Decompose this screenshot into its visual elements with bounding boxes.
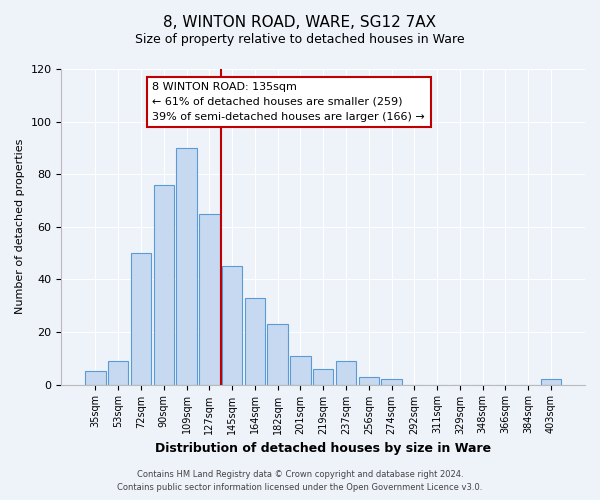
Bar [245,298,265,384]
Bar [381,380,402,384]
Bar [176,148,197,384]
Bar [154,184,174,384]
Bar [336,361,356,384]
Text: Size of property relative to detached houses in Ware: Size of property relative to detached ho… [135,32,465,46]
Bar [359,376,379,384]
Bar [313,369,334,384]
X-axis label: Distribution of detached houses by size in Ware: Distribution of detached houses by size … [155,442,491,455]
Bar [290,356,311,384]
Text: 8 WINTON ROAD: 135sqm
← 61% of detached houses are smaller (259)
39% of semi-det: 8 WINTON ROAD: 135sqm ← 61% of detached … [152,82,425,122]
Bar [199,214,220,384]
Text: 8, WINTON ROAD, WARE, SG12 7AX: 8, WINTON ROAD, WARE, SG12 7AX [163,15,437,30]
Bar [131,253,151,384]
Text: Contains HM Land Registry data © Crown copyright and database right 2024.
Contai: Contains HM Land Registry data © Crown c… [118,470,482,492]
Bar [85,372,106,384]
Bar [541,380,561,384]
Bar [222,266,242,384]
Y-axis label: Number of detached properties: Number of detached properties [15,139,25,314]
Bar [108,361,128,384]
Bar [268,324,288,384]
